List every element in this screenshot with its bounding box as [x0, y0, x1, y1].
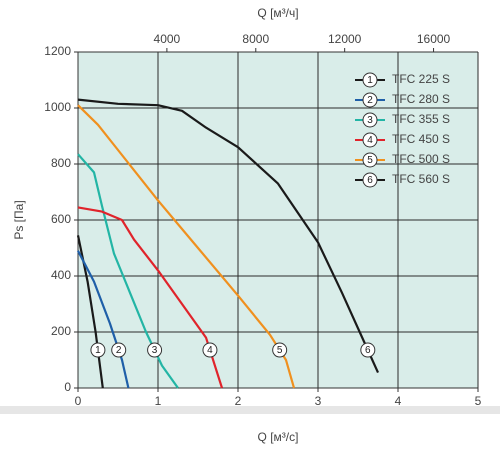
y-tick-label: 0	[64, 380, 71, 394]
curve-marker	[147, 342, 163, 358]
curve-marker-label: 4	[207, 345, 213, 356]
curve-marker-label: 3	[367, 115, 373, 126]
x-tick-label: 5	[475, 394, 482, 408]
y-tick-label: 200	[51, 324, 71, 338]
x2-tick-label: 16000	[417, 32, 451, 46]
curve-marker-label: 6	[365, 345, 371, 356]
x2-axis-label: Q [м³/ч]	[257, 6, 298, 20]
curve-marker-label: 3	[152, 345, 158, 356]
x-tick-label: 3	[315, 394, 322, 408]
legend-label: TFC 500 S	[392, 152, 450, 166]
x-tick-label: 1	[155, 394, 162, 408]
curve-marker	[362, 112, 378, 128]
footer-strip	[0, 406, 500, 414]
curve-marker	[362, 92, 378, 108]
legend-label: TFC 355 S	[392, 112, 450, 126]
curve-marker-label: 2	[116, 345, 122, 356]
legend-label: TFC 560 S	[392, 172, 450, 186]
x-axis-label: Q [м³/с]	[258, 430, 299, 444]
curve-marker-label: 1	[367, 75, 373, 86]
curve	[77, 206, 224, 389]
y-tick-label: 1200	[44, 44, 71, 58]
legend-label: TFC 225 S	[392, 72, 450, 86]
curve-marker-label: 5	[277, 345, 283, 356]
curve	[77, 98, 380, 374]
x-tick-label: 0	[75, 394, 82, 408]
x2-tick-label: 4000	[154, 32, 181, 46]
curve-marker	[111, 342, 127, 358]
curve-marker	[90, 342, 106, 358]
x2-tick-label: 8000	[242, 32, 269, 46]
x-tick-label: 2	[235, 394, 242, 408]
curve-marker	[362, 132, 378, 148]
curve-marker	[202, 342, 218, 358]
curve-marker-label: 1	[95, 345, 101, 356]
curve-marker-label: 6	[367, 175, 373, 186]
y-tick-label: 800	[51, 156, 71, 170]
curve-marker	[362, 72, 378, 88]
curve	[77, 153, 179, 389]
y-tick-label: 600	[51, 212, 71, 226]
y-tick-label: 1000	[44, 100, 71, 114]
x2-tick-label: 12000	[328, 32, 362, 46]
y-tick-label: 400	[51, 268, 71, 282]
curve-marker-label: 2	[367, 95, 373, 106]
curve-marker	[362, 152, 378, 168]
curve-marker-label: 5	[367, 155, 373, 166]
legend-label: TFC 450 S	[392, 132, 450, 146]
x-tick-label: 4	[395, 394, 402, 408]
curve-marker-label: 4	[367, 135, 373, 146]
curve-marker	[362, 172, 378, 188]
curve-marker	[272, 342, 288, 358]
curve-marker	[360, 342, 376, 358]
legend-label: TFC 280 S	[392, 92, 450, 106]
y-axis-label: Ps [Па]	[12, 200, 26, 239]
curve	[77, 250, 130, 389]
